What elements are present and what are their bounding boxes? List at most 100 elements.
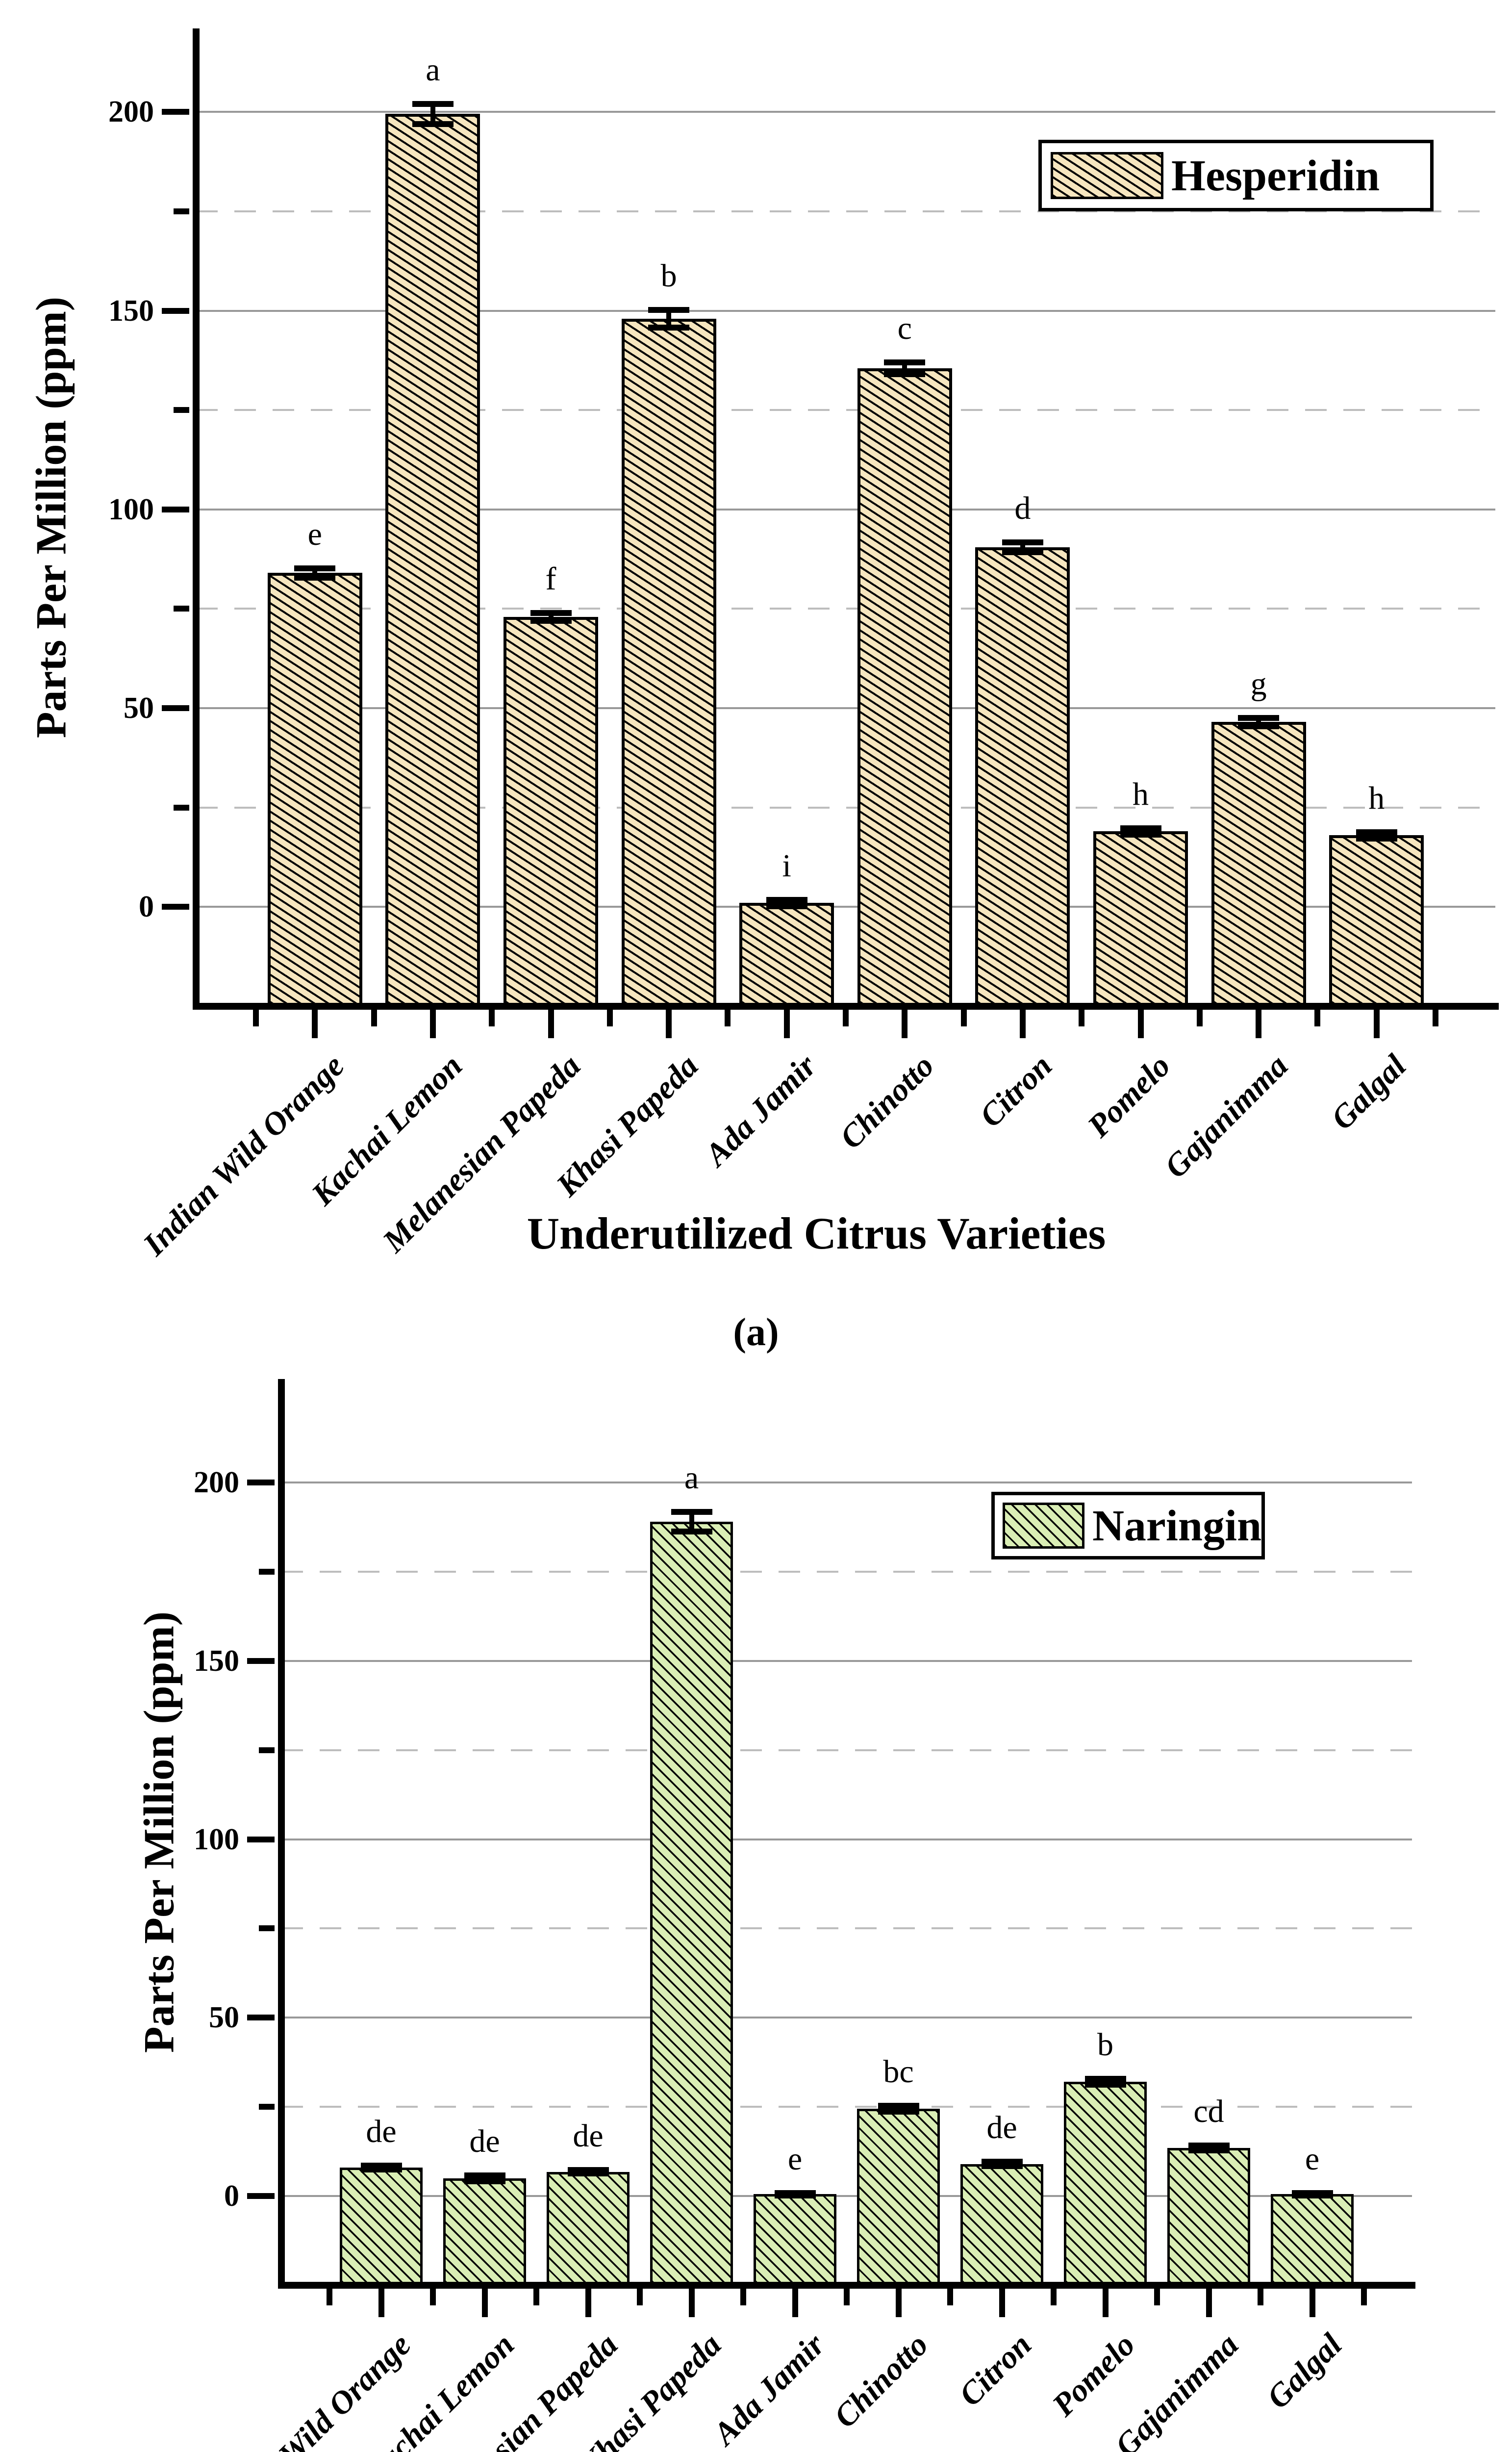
x-tick-minor <box>1258 2289 1263 2305</box>
y-tick-label: 100 <box>194 1822 239 1856</box>
error-bar-cap <box>766 896 807 903</box>
bar <box>443 2178 526 2285</box>
legend-swatch-naringin-icon <box>1003 1503 1084 1549</box>
y-tick-major <box>162 705 189 712</box>
error-bar-cap <box>648 306 690 313</box>
x-tick-minor <box>960 1010 967 1026</box>
error-bar-cap <box>981 2163 1023 2169</box>
error-bar-cap <box>412 121 454 127</box>
x-tick-minor <box>1079 1010 1085 1026</box>
bar <box>621 318 716 1006</box>
y-tick-label: 200 <box>194 1465 239 1499</box>
y-tick-major <box>162 506 189 512</box>
error-bar-cap <box>774 2192 816 2198</box>
gridline-minor <box>196 409 1495 411</box>
error-bar-cap <box>1002 549 1043 555</box>
significance-letter: c <box>897 310 912 346</box>
x-tick-minor <box>1314 1010 1321 1026</box>
x-tick-major <box>429 1010 436 1038</box>
significance-letter: cd <box>1193 2093 1224 2129</box>
bar <box>857 2108 940 2285</box>
error-bar <box>689 1511 694 1532</box>
x-tick-major <box>902 1010 908 1038</box>
gridline-minor <box>281 2106 1412 2108</box>
x-axis-spine <box>278 2282 1415 2289</box>
x-tick-minor <box>1154 2289 1160 2305</box>
gridline-major <box>281 1660 1412 1662</box>
error-bar-cap <box>530 610 572 616</box>
legend-hesperidin: Hesperidin <box>1038 140 1434 211</box>
x-tick-major <box>783 1010 790 1038</box>
error-bar-cap <box>878 2103 919 2109</box>
x-tick-minor <box>844 2289 850 2305</box>
bar <box>1211 722 1306 1006</box>
significance-letter: b <box>660 257 677 294</box>
x-tick-minor <box>843 1010 849 1026</box>
error-bar-cap <box>1188 2147 1230 2153</box>
x-tick-major <box>1102 2289 1109 2317</box>
significance-letter: de <box>573 2118 604 2154</box>
x-tick-major <box>548 1010 554 1038</box>
x-tick-minor <box>1361 2289 1367 2305</box>
significance-letter: bc <box>883 2054 914 2090</box>
error-bar-cap <box>671 1529 712 1535</box>
y-axis-spine <box>278 1379 285 2289</box>
error-bar-cap <box>884 371 926 378</box>
x-tick-minor <box>253 1010 259 1026</box>
bar <box>1271 2194 1354 2285</box>
bar <box>340 2167 423 2285</box>
x-tick-minor <box>1196 1010 1203 1026</box>
x-tick-major <box>378 2289 384 2317</box>
error-bar-cap <box>1356 829 1397 835</box>
significance-letter: e <box>787 2141 803 2177</box>
y-tick-label: 150 <box>194 1644 239 1678</box>
y-tick-minor <box>259 1568 275 1575</box>
legend-label-hesperidin: Hesperidin <box>1171 151 1380 200</box>
error-bar <box>666 309 672 328</box>
y-tick-label: 100 <box>108 492 154 526</box>
bar <box>547 2171 630 2285</box>
x-tick-major <box>666 1010 672 1038</box>
gridline-minor <box>196 210 1495 212</box>
error-bar-cap <box>294 575 336 581</box>
error-bar-cap <box>464 2172 505 2178</box>
y-tick-label: 200 <box>108 95 154 129</box>
x-tick-minor <box>606 1010 613 1026</box>
y-tick-label: 50 <box>209 2001 239 2035</box>
bar <box>1329 835 1424 1006</box>
bar <box>1064 2082 1147 2285</box>
y-tick-major <box>247 1658 275 1664</box>
bar <box>1093 831 1188 1006</box>
bar <box>739 903 834 1006</box>
error-bar-cap <box>1291 2192 1333 2198</box>
y-tick-minor <box>174 606 189 612</box>
bar <box>385 114 480 1006</box>
bar <box>650 1522 733 2285</box>
y-tick-major <box>247 2015 275 2021</box>
error-bar-cap <box>1188 2142 1230 2148</box>
gridline-major <box>196 309 1495 312</box>
significance-letter: b <box>1097 2027 1113 2063</box>
error-bar-cap <box>530 617 572 624</box>
x-tick-minor <box>725 1010 731 1026</box>
x-tick-major <box>312 1010 318 1038</box>
x-tick-major <box>999 2289 1005 2317</box>
gridline-major <box>196 508 1495 511</box>
error-bar-cap <box>567 2171 609 2177</box>
x-tick-minor <box>637 2289 643 2305</box>
panel-caption-a: (a) <box>733 1311 779 1354</box>
x-tick-minor <box>1433 1010 1438 1026</box>
gridline-minor <box>196 806 1495 809</box>
y-tick-minor <box>174 407 189 413</box>
x-tick-minor <box>1051 2289 1057 2305</box>
x-tick-major <box>688 2289 695 2317</box>
significance-letter: d <box>1014 490 1031 527</box>
error-bar-cap <box>766 903 807 909</box>
significance-letter: f <box>545 561 556 597</box>
error-bar-cap <box>671 1508 712 1515</box>
gridline-major <box>196 906 1495 908</box>
x-tick-minor <box>327 2289 332 2305</box>
x-tick-major <box>585 2289 591 2317</box>
gridline-minor <box>196 608 1495 610</box>
